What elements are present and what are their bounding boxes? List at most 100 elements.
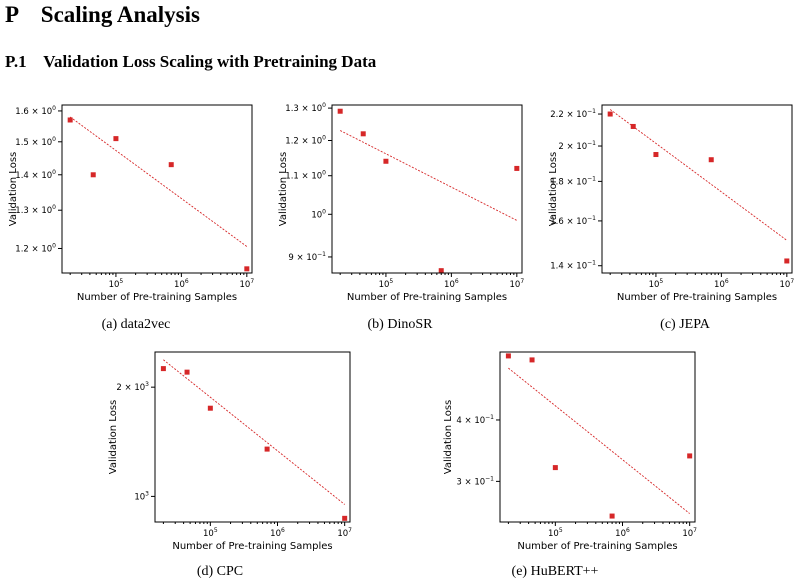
x-tick-label: 107 <box>239 278 254 290</box>
data-point <box>264 446 270 452</box>
data-point <box>552 465 558 471</box>
data-point <box>687 453 693 459</box>
y-tick-label: 1.3 × 100 <box>15 204 56 216</box>
caption-hubert: (e) HuBERT++ <box>511 564 599 579</box>
data-point <box>438 268 444 274</box>
y-axis-label: Validation Loss <box>278 152 289 227</box>
x-tick-label: 106 <box>444 278 459 290</box>
x-tick-label: 106 <box>714 278 729 290</box>
chart-svg: 105 106 107 4 × 10−1 3 × 10−1 Number of Pre-t… <box>443 351 697 552</box>
y-axis-label: Validation Loss <box>548 152 559 227</box>
y-tick-label: 1.4 × 10−1 <box>550 260 596 272</box>
data-point <box>184 369 190 375</box>
data-point <box>784 258 790 264</box>
data-point <box>653 152 659 158</box>
data-point <box>630 123 636 129</box>
fit-line <box>163 359 345 505</box>
fit-line <box>339 130 518 221</box>
y-tick-label: 1.2 × 100 <box>285 135 326 147</box>
chart-svg: 105 106 107 2.2 × 10−1 2 × 10−1 1.8 × 10−1 1.6… <box>548 104 794 303</box>
data-point <box>383 158 389 164</box>
data-point <box>337 108 343 114</box>
subsection-number: P.1 <box>5 52 27 71</box>
y-tick-label: 1.4 × 100 <box>15 169 56 181</box>
data-point <box>160 366 166 372</box>
y-tick-label: 1.8 × 10−1 <box>550 175 596 187</box>
y-tick-label: 1.3 × 100 <box>285 102 326 114</box>
chart-svg: 105 106 107 1.3 × 100 1.2 × 100 1.1 × 100 100 9… <box>278 102 524 303</box>
y-tick-label: 1.2 × 100 <box>15 242 56 254</box>
y-tick-label: 103 <box>134 490 149 502</box>
axes-frame <box>601 104 793 274</box>
data-point <box>113 136 119 142</box>
chart-dinosr: 105 106 107 1.3 × 100 1.2 × 100 1.1 × 100 100 9… <box>270 100 530 303</box>
section-heading: P Scaling Analysis <box>5 2 200 28</box>
data-point <box>607 111 613 117</box>
data-point <box>505 353 511 359</box>
x-tick-label: 106 <box>174 278 189 290</box>
data-point <box>529 357 535 363</box>
x-tick-label: 105 <box>379 278 394 290</box>
y-tick-label: 1.1 × 100 <box>285 170 326 182</box>
section-number: P <box>5 2 18 27</box>
y-tick-label: 9 × 10−1 <box>288 251 326 263</box>
fit-line <box>69 116 248 247</box>
axes-frame <box>154 351 351 523</box>
data-point <box>244 266 250 272</box>
subsection-title: Validation Loss Scaling with Pretraining… <box>43 52 377 71</box>
data-point <box>342 515 348 521</box>
axes-frame <box>499 351 696 523</box>
x-tick-label: 107 <box>779 278 794 290</box>
x-tick-label: 107 <box>682 527 697 539</box>
chart-svg: 105 106 107 1.6 × 100 1.5 × 100 1.4 × 100 1.3 … <box>8 104 254 303</box>
y-tick-label: 2.2 × 10−1 <box>550 108 596 120</box>
chart-data2vec: 105 106 107 1.6 × 100 1.5 × 100 1.4 × 100 1.3 … <box>0 100 260 303</box>
caption-dinosr: (b) DinoSR <box>367 317 433 332</box>
y-tick-label: 2 × 10−1 <box>558 140 596 152</box>
x-tick-label: 105 <box>109 278 124 290</box>
chart-hubert: 105 106 107 4 × 10−1 3 × 10−1 Number of Pre-t… <box>435 350 705 552</box>
section-title: Scaling Analysis <box>40 2 200 27</box>
caption-cpc: (d) CPC <box>196 564 244 579</box>
y-axis-label: Validation Loss <box>8 152 19 227</box>
data-point <box>207 405 213 411</box>
data-point <box>708 157 714 163</box>
axes-frame <box>61 104 253 274</box>
y-tick-label: 4 × 10−1 <box>456 414 494 426</box>
x-axis-label: Number of Pre-training Samples <box>77 292 237 303</box>
caption-data2vec: (a) data2vec <box>101 317 171 332</box>
x-tick-label: 106 <box>615 527 630 539</box>
data-point <box>609 513 615 519</box>
data-point <box>360 131 366 137</box>
data-point <box>67 117 73 123</box>
x-tick-label: 105 <box>548 527 563 539</box>
x-tick-label: 107 <box>509 278 524 290</box>
y-axis-label: Validation Loss <box>108 400 119 475</box>
x-axis-label: Number of Pre-training Samples <box>172 541 332 552</box>
y-tick-label: 2 × 103 <box>116 381 149 393</box>
data-point <box>90 172 96 178</box>
axes-frame <box>331 104 523 274</box>
y-tick-label: 1.6 × 100 <box>15 105 56 117</box>
x-axis-label: Number of Pre-training Samples <box>617 292 777 303</box>
y-tick-label: 1.5 × 100 <box>15 136 56 148</box>
chart-svg: 105 106 107 2 × 103 103 Number of Pre-trainin… <box>108 351 352 552</box>
caption-jepa: (c) JEPA <box>660 317 710 332</box>
y-tick-label: 1.6 × 10−1 <box>550 215 596 227</box>
y-tick-label: 3 × 10−1 <box>456 475 494 487</box>
chart-jepa: 105 106 107 2.2 × 10−1 2 × 10−1 1.8 × 10−1 1.6… <box>540 100 800 303</box>
x-axis-label: Number of Pre-training Samples <box>347 292 507 303</box>
y-axis-label: Validation Loss <box>443 400 454 475</box>
y-tick-label: 100 <box>311 208 326 220</box>
fit-line <box>508 367 690 514</box>
subsection-heading: P.1 Validation Loss Scaling with Pretrai… <box>5 52 376 72</box>
data-point <box>514 165 520 171</box>
x-tick-label: 106 <box>270 527 285 539</box>
chart-cpc: 105 106 107 2 × 103 103 Number of Pre-trainin… <box>100 350 360 552</box>
data-point <box>168 162 174 168</box>
fit-line <box>609 109 788 241</box>
x-tick-label: 105 <box>649 278 664 290</box>
x-axis-label: Number of Pre-training Samples <box>517 541 677 552</box>
x-tick-label: 107 <box>337 527 352 539</box>
x-tick-label: 105 <box>203 527 218 539</box>
